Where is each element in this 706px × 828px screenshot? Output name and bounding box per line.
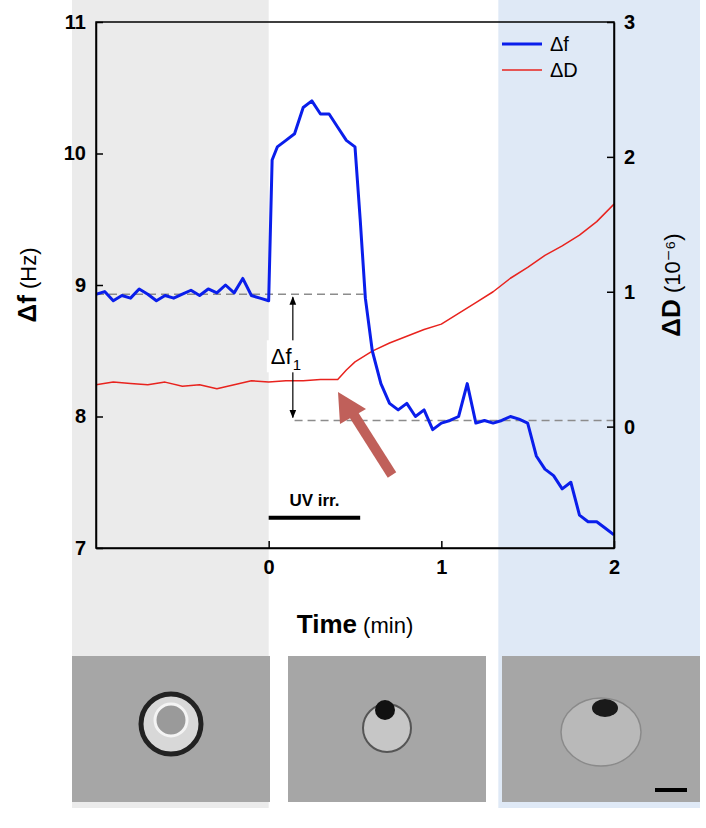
tick: 3	[607, 11, 635, 33]
tick-label: 7	[75, 537, 86, 559]
legend-swatch	[502, 69, 542, 71]
legend-label: Δf	[550, 33, 569, 55]
tick-label: 0	[624, 416, 635, 438]
tick: 8	[75, 405, 103, 427]
pointer-arrow	[338, 392, 392, 475]
tick-label: 9	[75, 274, 86, 296]
image-panel	[72, 656, 270, 802]
tick-label: 11	[65, 11, 86, 33]
image-background	[502, 656, 700, 802]
tick-mark	[607, 291, 614, 293]
tick-mark	[96, 22, 103, 24]
tick-label: 1	[436, 556, 447, 578]
image-panel	[502, 656, 700, 802]
tick: 11	[65, 11, 103, 33]
tick-label: 3	[624, 11, 635, 33]
x-axis-title: Time (min)	[297, 609, 413, 639]
image-panel	[288, 656, 486, 802]
uv-bar	[269, 516, 361, 520]
tick: 0	[607, 416, 635, 438]
tick-mark	[96, 153, 103, 155]
delta-label: Δf	[271, 344, 293, 369]
legend-swatch	[502, 43, 542, 46]
x-axis: 0 1 2	[97, 541, 621, 578]
tick-mark	[441, 541, 443, 548]
tick-label: 8	[75, 405, 86, 427]
tick: 10	[64, 142, 103, 164]
cell-core	[155, 704, 187, 736]
delta-label-subscript: 1	[293, 356, 301, 373]
legend: Δf ΔD	[502, 33, 578, 81]
series-line	[96, 101, 614, 535]
reference-lines	[96, 294, 614, 420]
y2-axis-title: ΔD (10⁻⁶)	[656, 233, 686, 336]
tick-mark	[96, 548, 103, 550]
tick-label: 0	[264, 556, 275, 578]
tick: 1	[436, 541, 447, 578]
legend-label: ΔD	[550, 59, 578, 81]
tick-mark	[607, 22, 614, 24]
tick-mark	[96, 285, 103, 287]
plot-frame	[96, 22, 614, 548]
shaded-region	[498, 0, 700, 808]
pointer-shaft	[352, 412, 392, 475]
y-axis-title: Δf (Hz)	[12, 247, 42, 322]
pointer-head	[338, 392, 366, 424]
tick: 2	[607, 146, 635, 168]
scale-bar	[655, 788, 687, 792]
cell-spread	[561, 698, 641, 766]
image-background	[288, 656, 486, 802]
axis-line	[614, 23, 616, 549]
tick-label: 2	[609, 556, 620, 578]
image-background	[72, 656, 270, 802]
tick-mark	[607, 157, 614, 159]
tick-label: 1	[624, 281, 635, 303]
delta-label-bg	[267, 340, 321, 372]
cell-dark	[592, 699, 618, 717]
axis-line	[97, 548, 615, 550]
tick: 0	[264, 541, 275, 578]
uv-label: UV irr.	[289, 491, 339, 510]
tick: 1	[607, 281, 635, 303]
plot-lines	[96, 101, 614, 535]
cell-dark	[375, 700, 395, 720]
y-axis: 7 8 9 10 11	[64, 11, 103, 559]
y2-axis: 0 1 2 3	[607, 11, 635, 549]
tick: 9	[75, 274, 103, 296]
tick: 7	[75, 537, 103, 559]
figure: 0 1 2 7 8 9 10 11 0 1 2 3 Time (min) Δf (Hz) ΔD (10⁻⁶)…	[0, 0, 706, 828]
tick-mark	[96, 416, 103, 418]
tick-label: 2	[624, 146, 635, 168]
tick-label: 10	[64, 142, 86, 164]
series-line	[96, 204, 614, 389]
tick-mark	[607, 426, 614, 428]
tick-mark	[268, 541, 270, 548]
cell	[141, 694, 201, 754]
